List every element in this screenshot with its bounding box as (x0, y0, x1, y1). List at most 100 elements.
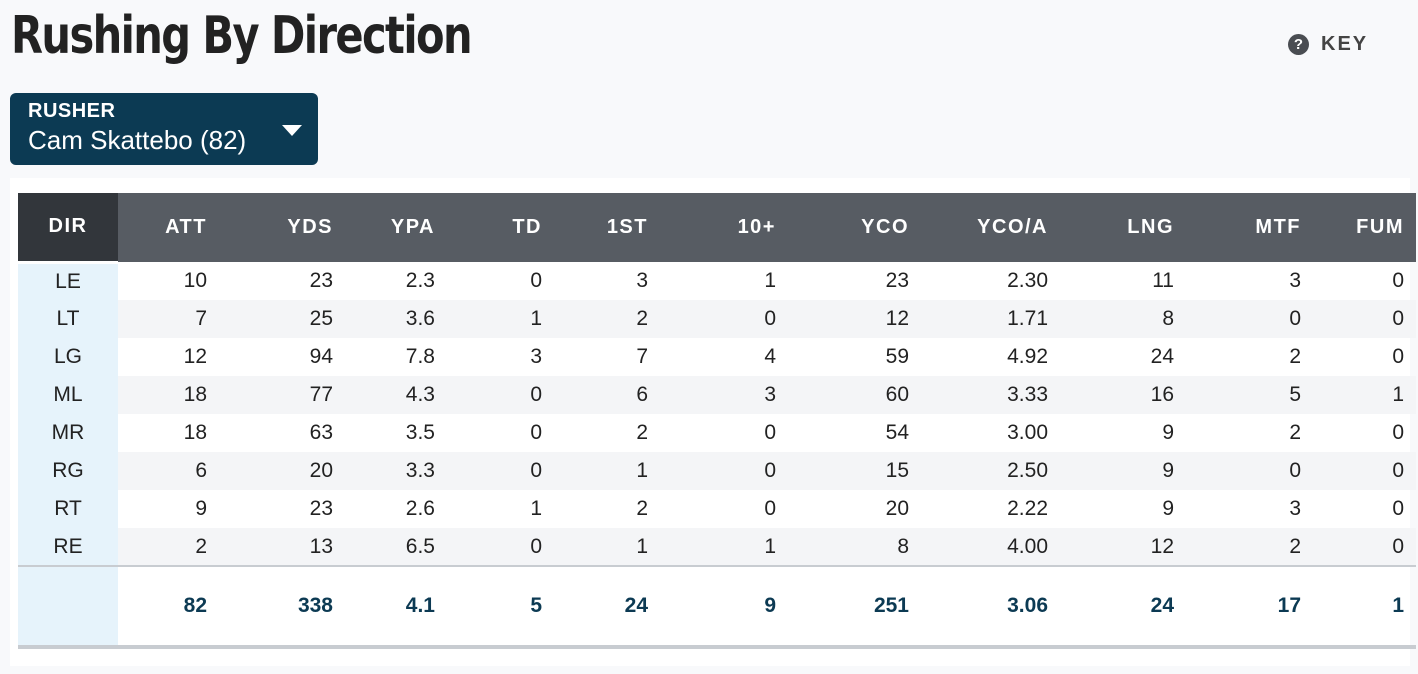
cell-1st: 1 (554, 528, 660, 566)
header-row: DIR ATT YDS YPA TD 1ST 10+ YCO YCO/A LNG MTF FUM (18, 193, 1416, 264)
column-header-td[interactable]: TD (447, 193, 554, 262)
cell-att: 2 (118, 528, 219, 566)
cell-10-: 0 (660, 300, 788, 338)
column-header-yco-a[interactable]: YCO/A (921, 193, 1060, 262)
cell-1st: 2 (554, 300, 660, 338)
cell-yco-a: 4.92 (1007, 345, 1048, 368)
cell-10-: 0 (660, 452, 788, 490)
cell-10-: 4 (764, 345, 776, 368)
cell-mtf: 2 (1289, 345, 1301, 368)
cell-mtf: 3 (1289, 269, 1301, 292)
cell-1st: 6 (554, 376, 660, 414)
cell-lng: 16 (1060, 376, 1186, 414)
cell-fum: 0 (1392, 269, 1404, 292)
cell-yds: 63 (309, 421, 333, 444)
cell-yco: 60 (788, 376, 921, 414)
cell-10-: 3 (660, 376, 788, 414)
cell-td: 0 (447, 452, 554, 490)
cell-att: 7 (118, 300, 219, 338)
cell-lng: 12 (1060, 528, 1186, 566)
column-header-yco[interactable]: YCO (788, 193, 921, 262)
cell-td: 3 (530, 345, 542, 368)
cell-mtf: 0 (1186, 300, 1313, 338)
cell-10-: 0 (764, 421, 776, 444)
cell-lng: 9 (1162, 497, 1174, 520)
cell-td: 0 (447, 528, 554, 566)
page-title: Rushing By Direction (11, 6, 473, 66)
cell-fum: 1 (1313, 376, 1416, 414)
cell-yco: 54 (885, 421, 909, 444)
key-button[interactable]: ? KEY (1288, 33, 1368, 56)
cell-ypa: 2.3 (405, 269, 435, 292)
cell-mtf: 3 (1289, 497, 1301, 520)
cell-dir: RT (18, 490, 118, 528)
cell-td: 0 (530, 421, 542, 444)
cell-att: 18 (183, 421, 207, 444)
cell-td: 0 (447, 376, 554, 414)
table-row: RG 6 20 3.3 0 1 0 15 2.50 9 0 0 (18, 452, 1416, 490)
cell-dir: LE (18, 262, 118, 300)
table-row: RT 9 23 2.6 1 2 0 20 2.22 9 3 0 (18, 490, 1416, 528)
cell-lng: 24 (1150, 345, 1174, 368)
cell-ypa: 3.5 (405, 421, 435, 444)
cell-ypa: 3.3 (345, 452, 447, 490)
column-header-dir[interactable]: DIR (18, 193, 118, 264)
cell-att: 6 (118, 452, 219, 490)
key-label: KEY (1321, 33, 1369, 55)
cell-lng: 9 (1162, 421, 1174, 444)
cell-dir: RE (18, 528, 118, 566)
column-header-ypa[interactable]: YPA (345, 193, 447, 262)
cell-yds: 77 (219, 376, 345, 414)
cell-yco-a: 2.22 (1007, 497, 1048, 520)
rusher-label: RUSHER (28, 100, 116, 122)
total-dir (18, 565, 118, 649)
column-header-10-[interactable]: 10+ (660, 193, 788, 262)
table-row: LG 12 94 7.8 3 7 4 59 4.92 24 2 0 (18, 338, 1416, 376)
cell-1st: 2 (636, 421, 648, 444)
cell-dir: ML (18, 376, 118, 414)
column-header-lng[interactable]: LNG (1060, 193, 1186, 262)
total-yco-a: 3.06 (921, 565, 1060, 649)
cell-yco-a: 3.00 (1007, 421, 1048, 444)
cell-dir: LT (18, 300, 118, 338)
cell-att: 12 (183, 345, 207, 368)
cell-lng: 8 (1060, 300, 1186, 338)
cell-fum: 0 (1392, 421, 1404, 444)
rusher-dropdown[interactable]: RUSHER Cam Skattebo (82) (10, 93, 318, 165)
total-yco: 251 (788, 565, 921, 649)
cell-lng: 11 (1152, 269, 1174, 292)
cell-yds: 94 (309, 345, 333, 368)
table-row: RE 2 13 6.5 0 1 1 8 4.00 12 2 0 (18, 528, 1416, 566)
cell-att: 9 (195, 497, 207, 520)
cell-att: 10 (183, 269, 207, 292)
total-att: 82 (118, 565, 219, 649)
cell-yco-a: 2.30 (1007, 269, 1048, 292)
cell-mtf: 2 (1186, 528, 1313, 566)
cell-1st: 3 (636, 269, 648, 292)
cell-att: 18 (118, 376, 219, 414)
cell-td: 0 (530, 269, 542, 292)
cell-1st: 2 (636, 497, 648, 520)
column-header-1st[interactable]: 1ST (554, 193, 660, 262)
column-header-yds[interactable]: YDS (219, 193, 345, 262)
cell-10-: 1 (660, 528, 788, 566)
column-header-mtf[interactable]: MTF (1186, 193, 1313, 262)
cell-yco: 8 (788, 528, 921, 566)
table-row: LE 10 23 2.3 0 3 1 23 2.30 11 3 0 (18, 262, 1416, 300)
column-header-att[interactable]: ATT (118, 193, 219, 262)
cell-td: 1 (447, 300, 554, 338)
total-1st: 24 (554, 565, 660, 649)
cell-fum: 0 (1313, 528, 1416, 566)
caret-down-icon (282, 125, 302, 136)
cell-ypa: 4.3 (345, 376, 447, 414)
column-header-fum[interactable]: FUM (1313, 193, 1416, 262)
cell-yco: 15 (788, 452, 921, 490)
cell-mtf: 2 (1289, 421, 1301, 444)
cell-yds: 23 (309, 269, 333, 292)
cell-dir: LG (18, 338, 118, 376)
cell-yds: 25 (219, 300, 345, 338)
total-ypa: 4.1 (345, 565, 447, 649)
total-mtf: 17 (1186, 565, 1313, 649)
cell-10-: 0 (764, 497, 776, 520)
cell-mtf: 5 (1186, 376, 1313, 414)
